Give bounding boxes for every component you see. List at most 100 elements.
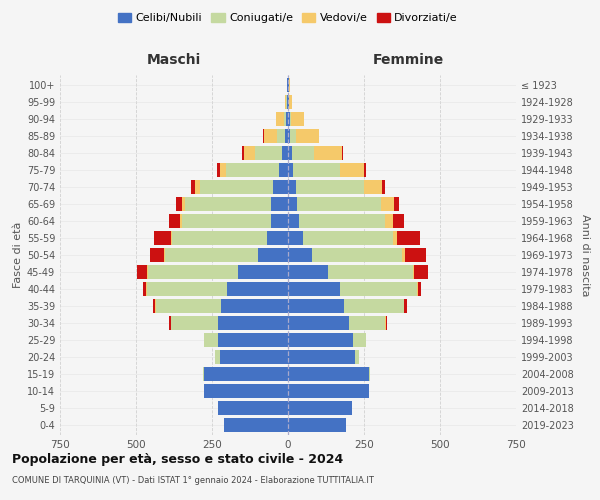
Bar <box>171 316 218 330</box>
Bar <box>203 367 205 381</box>
Bar <box>292 146 314 160</box>
Bar <box>171 231 172 245</box>
Bar <box>176 197 182 211</box>
Bar <box>288 367 368 381</box>
Bar <box>271 197 288 211</box>
Bar <box>220 163 226 177</box>
Bar <box>155 299 156 313</box>
Text: Popolazione per età, sesso e stato civile - 2024: Popolazione per età, sesso e stato civil… <box>12 452 343 466</box>
Bar <box>220 350 288 364</box>
Bar <box>226 163 279 177</box>
Bar <box>238 265 288 279</box>
Bar <box>288 265 328 279</box>
Bar <box>224 418 288 432</box>
Bar <box>289 78 290 92</box>
Bar <box>313 248 402 262</box>
Bar <box>413 265 414 279</box>
Bar <box>368 367 370 381</box>
Bar <box>417 282 418 296</box>
Bar <box>172 231 267 245</box>
Bar <box>296 180 364 194</box>
Bar <box>263 129 277 143</box>
Bar <box>288 197 297 211</box>
Bar <box>146 282 227 296</box>
Bar <box>402 248 405 262</box>
Bar <box>218 316 288 330</box>
Bar <box>293 163 340 177</box>
Bar <box>148 265 238 279</box>
Bar <box>288 248 313 262</box>
Bar <box>355 350 359 364</box>
Bar <box>227 282 288 296</box>
Bar <box>342 146 343 160</box>
Bar <box>169 316 170 330</box>
Bar <box>273 180 288 194</box>
Bar <box>282 146 288 160</box>
Bar <box>288 282 340 296</box>
Bar <box>288 299 344 313</box>
Bar <box>344 299 404 313</box>
Bar <box>182 214 271 228</box>
Bar <box>153 299 155 313</box>
Bar <box>288 129 290 143</box>
Bar <box>257 248 288 262</box>
Bar <box>404 299 407 313</box>
Bar <box>285 95 286 109</box>
Bar <box>288 418 346 432</box>
Bar <box>393 214 404 228</box>
Bar <box>365 333 366 347</box>
Text: Maschi: Maschi <box>147 54 201 68</box>
Bar <box>217 163 220 177</box>
Bar <box>288 78 289 92</box>
Y-axis label: Fasce di età: Fasce di età <box>13 222 23 288</box>
Bar <box>393 231 397 245</box>
Bar <box>288 214 299 228</box>
Bar <box>277 112 284 126</box>
Bar <box>191 180 195 194</box>
Bar <box>303 231 393 245</box>
Bar <box>287 78 288 92</box>
Bar <box>288 384 368 398</box>
Bar <box>397 231 420 245</box>
Bar <box>297 197 381 211</box>
Bar <box>288 95 289 109</box>
Bar <box>288 180 296 194</box>
Bar <box>289 95 292 109</box>
Bar <box>286 112 288 126</box>
Bar <box>414 265 428 279</box>
Bar <box>169 214 180 228</box>
Bar <box>218 333 288 347</box>
Bar <box>205 367 288 381</box>
Bar <box>180 214 182 228</box>
Bar <box>205 384 288 398</box>
Bar <box>418 282 421 296</box>
Bar <box>218 401 288 415</box>
Bar <box>156 299 221 313</box>
Bar <box>164 248 165 262</box>
Bar <box>205 333 218 347</box>
Bar <box>386 316 387 330</box>
Bar <box>279 163 288 177</box>
Bar <box>296 129 319 143</box>
Bar <box>287 95 288 109</box>
Bar <box>285 129 288 143</box>
Bar <box>242 146 244 160</box>
Bar <box>288 333 353 347</box>
Bar <box>364 180 382 194</box>
Bar <box>195 180 200 194</box>
Bar <box>340 282 417 296</box>
Bar <box>314 146 342 160</box>
Bar <box>288 316 349 330</box>
Bar <box>137 265 147 279</box>
Bar <box>204 333 205 347</box>
Bar <box>382 180 385 194</box>
Bar <box>288 231 303 245</box>
Bar <box>182 197 185 211</box>
Bar <box>405 248 427 262</box>
Bar <box>244 146 254 160</box>
Bar <box>288 163 293 177</box>
Text: COMUNE DI TARQUINIA (VT) - Dati ISTAT 1° gennaio 2024 - Elaborazione TUTTITALIA.: COMUNE DI TARQUINIA (VT) - Dati ISTAT 1°… <box>12 476 374 485</box>
Bar <box>286 95 287 109</box>
Bar <box>288 146 292 160</box>
Bar <box>165 248 257 262</box>
